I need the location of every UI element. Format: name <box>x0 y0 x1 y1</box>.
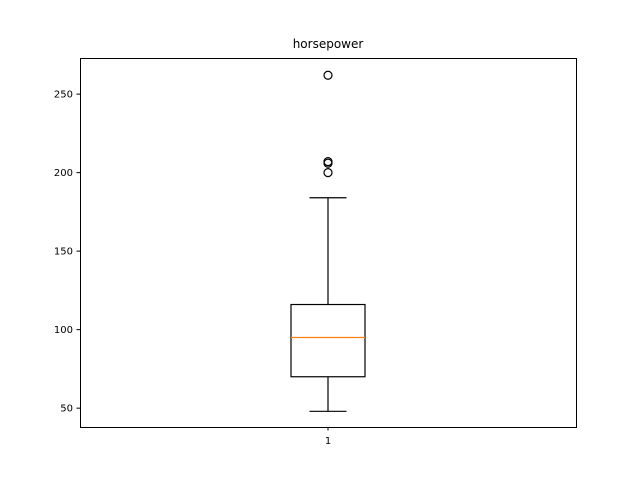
y-tick-label: 250 <box>54 90 73 101</box>
x-tick-label: 1 <box>325 436 331 447</box>
y-tick-label: 150 <box>54 247 73 258</box>
y-tick-label: 200 <box>54 168 73 179</box>
y-axis: 50 100 150 200 250 <box>54 90 80 415</box>
outlier-point <box>323 157 333 167</box>
outlier-point <box>323 70 333 80</box>
iqr-box <box>290 303 366 378</box>
x-axis: 1 <box>325 427 331 447</box>
box-group <box>290 70 366 412</box>
chart-title: horsepower <box>293 37 364 51</box>
y-tick-label: 50 <box>60 404 73 415</box>
outlier-point <box>323 168 333 178</box>
y-tick-label: 100 <box>54 325 73 336</box>
